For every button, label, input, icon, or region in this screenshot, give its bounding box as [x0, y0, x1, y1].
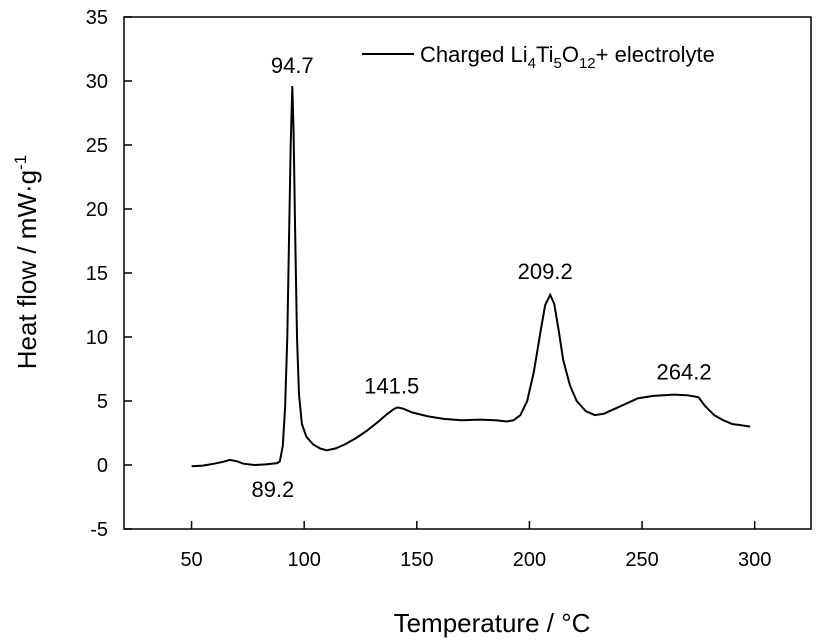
x-ticks: 50 100 150 200 250 300: [180, 521, 771, 571]
y-axis-title-main: Heat flow / mW·g: [12, 170, 42, 369]
legend-mid1: Ti: [536, 42, 554, 67]
y-tick-label: 20: [86, 199, 108, 221]
legend-sub1: 4: [528, 55, 536, 72]
y-tick-label: 15: [86, 263, 108, 285]
legend-prefix: Charged Li: [420, 42, 528, 67]
y-tick-label: 5: [97, 391, 108, 413]
y-ticks: -5 0 5 10 15 20 25 30 35: [86, 7, 132, 541]
legend-sub2: 5: [554, 55, 562, 72]
annotations: 94.7 89.2 141.5 209.2 264.2: [251, 53, 711, 502]
legend-label: Charged Li4Ti5O12+ electrolyte: [420, 42, 715, 72]
legend-suffix: + electrolyte: [596, 42, 715, 67]
y-axis-title-superscript: -1: [11, 155, 30, 170]
series-line: [191, 86, 751, 468]
peak-annotation: 141.5: [364, 373, 419, 398]
x-tick-label: 150: [400, 549, 433, 571]
plot-frame: [123, 16, 812, 530]
x-tick-label: 200: [513, 549, 546, 571]
peak-annotation: 209.2: [518, 259, 573, 284]
y-tick-label: 10: [86, 327, 108, 349]
peak-annotation: 94.7: [271, 53, 314, 78]
legend-sub3: 12: [579, 55, 596, 72]
x-tick-label: 300: [738, 549, 771, 571]
x-tick-label: 100: [288, 549, 321, 571]
y-tick-label: 30: [86, 71, 108, 93]
x-axis-title: Temperature / °C: [394, 608, 591, 638]
y-tick-label: 0: [97, 455, 108, 477]
y-axis-title: Heat flow / mW·g-1: [11, 155, 42, 370]
legend: Charged Li4Ti5O12+ electrolyte: [362, 42, 715, 72]
y-tick-label: 35: [86, 7, 108, 29]
legend-mid2: O: [562, 42, 579, 67]
y-tick-label: 25: [86, 135, 108, 157]
x-tick-label: 250: [625, 549, 658, 571]
y-tick-label: -5: [90, 519, 108, 541]
peak-annotation: 264.2: [657, 360, 712, 385]
peak-annotation: 89.2: [251, 477, 294, 502]
x-tick-label: 50: [180, 549, 202, 571]
